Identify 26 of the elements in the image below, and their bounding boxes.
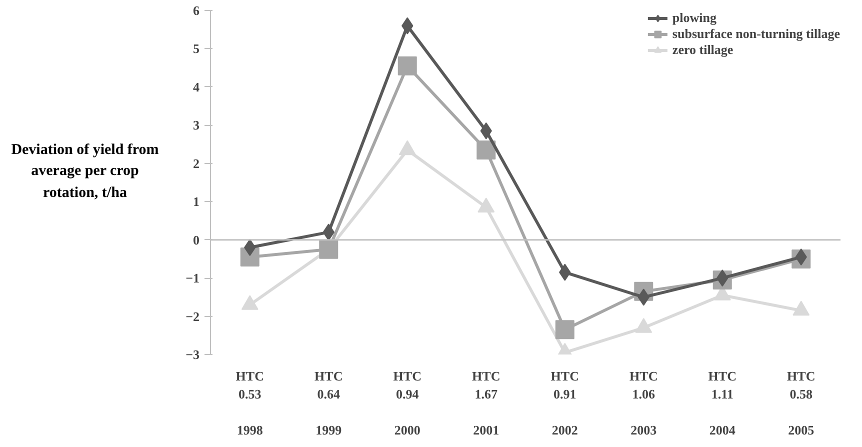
y-tick-label: −3 <box>186 347 200 362</box>
y-tick-label: 6 <box>193 3 200 18</box>
category-label: HTC 0.64 1999 <box>314 368 343 438</box>
category-label: HTC 0.58 2005 <box>787 368 816 438</box>
category-label: HTC 1.06 2003 <box>630 368 658 438</box>
point <box>476 140 496 160</box>
y-axis-title: Deviation of yield from average per crop rotation, t/ha <box>10 141 160 203</box>
y-tick-label: 1 <box>193 194 200 210</box>
y-tick-label: −1 <box>186 270 200 286</box>
point <box>555 320 574 340</box>
y-tick-label: 4 <box>193 79 200 94</box>
category-label: HTC 0.94 2000 <box>393 368 422 438</box>
legend-label: plowing <box>672 10 716 26</box>
legend-label: zero tillage <box>672 42 734 58</box>
y-tick-label: 0 <box>193 232 200 248</box>
point <box>319 240 338 259</box>
y-tick-label: 3 <box>193 118 200 133</box>
category-label: HTC 1.67 2001 <box>472 368 500 438</box>
y-tick-label: −2 <box>186 308 200 324</box>
y-tick-label: 2 <box>193 156 200 171</box>
category-label: HTC 0.91 2002 <box>550 368 579 438</box>
legend-label: subsurface non-turning tillage <box>672 26 840 42</box>
category-label: HTC 0.53 1998 <box>236 368 264 438</box>
y-tick-label: 5 <box>193 41 200 56</box>
category-label: HTC 1.11 2004 <box>708 368 736 438</box>
point <box>398 56 417 76</box>
